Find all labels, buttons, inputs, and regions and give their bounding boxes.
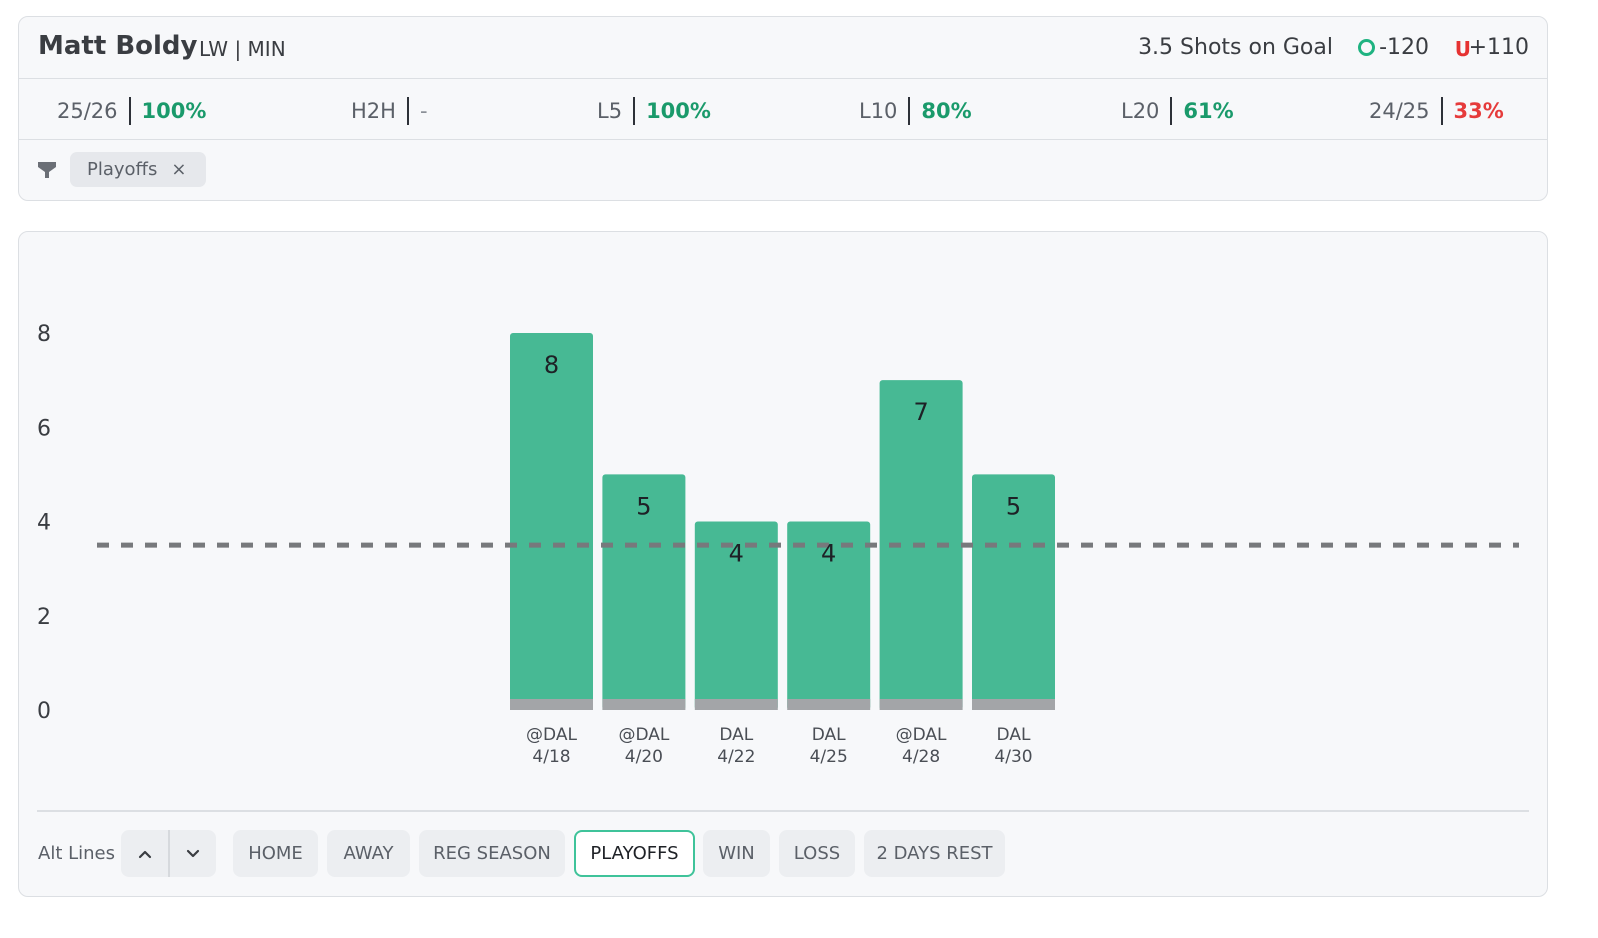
stat-label: H2H (351, 99, 396, 123)
filter-win-button[interactable]: WIN (703, 830, 770, 877)
alt-line-down-button[interactable] (169, 830, 216, 877)
y-tick-label: 8 (37, 322, 51, 347)
under-odds[interactable]: +110 (1468, 35, 1529, 60)
funnel-icon[interactable] (38, 161, 56, 179)
stat-l20[interactable]: L20 61% (1121, 97, 1234, 125)
filter-away-button[interactable]: AWAY (327, 830, 410, 877)
prop-header: Matt Boldy LW | MIN 3.5 Shots on Goal -1… (19, 17, 1547, 79)
x-tick-date: 4/22 (717, 747, 755, 767)
x-tick-opponent: @DAL (618, 725, 669, 745)
filter-home-button[interactable]: HOME (233, 830, 318, 877)
bar-base (879, 699, 963, 710)
bar-value-label: 5 (1006, 492, 1021, 520)
filter-2-days-rest-button[interactable]: 2 DAYS REST (864, 830, 1005, 877)
stat-value: 100% (646, 99, 711, 123)
bar (972, 474, 1055, 710)
stat-value: 33% (1453, 99, 1504, 123)
alt-lines-stepper (121, 830, 216, 877)
x-tick-date: 4/28 (902, 747, 940, 767)
alt-line-up-button[interactable] (121, 830, 168, 877)
prop-market: 3.5 Shots on Goal (1138, 35, 1333, 60)
x-tick-opponent: DAL (812, 725, 846, 745)
x-tick-date: 4/25 (810, 747, 848, 767)
stat-label: L20 (1121, 99, 1160, 123)
filter-reg-season-button[interactable]: REG SEASON (419, 830, 565, 877)
filter-chip-playoffs[interactable]: Playoffs × (70, 152, 206, 187)
filter-playoffs-button[interactable]: PLAYOFFS (574, 830, 695, 877)
bar-value-label: 4 (729, 540, 744, 568)
stat-season[interactable]: 25/26 100% (57, 97, 206, 125)
close-icon[interactable]: × (171, 159, 187, 180)
stat-label: L5 (597, 99, 623, 123)
player-name[interactable]: Matt Boldy (38, 31, 198, 61)
stat-l10[interactable]: L10 80% (859, 97, 972, 125)
bar-base (510, 699, 593, 710)
stat-label: L10 (859, 99, 898, 123)
stat-divider (908, 97, 911, 125)
bar-value-label: 7 (913, 398, 928, 426)
bar-value-label: 8 (544, 351, 559, 379)
x-tick-date: 4/20 (625, 747, 663, 767)
bar-base (972, 699, 1055, 710)
y-tick-label: 6 (37, 416, 51, 441)
bar-base (602, 699, 686, 710)
shots-bar-chart: 024688@DAL4/185@DAL4/204DAL4/224DAL4/257… (37, 322, 1519, 767)
stat-value: - (419, 99, 428, 123)
stat-divider (406, 97, 409, 125)
filter-loss-button[interactable]: LOSS (779, 830, 855, 877)
stat-l5[interactable]: L5 100% (597, 97, 711, 125)
y-tick-label: 2 (37, 605, 51, 630)
x-tick-date: 4/30 (994, 747, 1032, 767)
bar (787, 521, 871, 710)
stat-divider (1440, 97, 1443, 125)
y-tick-label: 0 (37, 699, 51, 724)
bar-base (694, 699, 778, 710)
stat-divider (633, 97, 636, 125)
bar-value-label: 5 (636, 492, 651, 520)
x-tick-opponent: DAL (997, 725, 1031, 745)
player-position-team: LW | MIN (199, 37, 286, 61)
filter-chip-label: Playoffs (87, 159, 158, 180)
stat-value: 61% (1183, 99, 1234, 123)
stepper-divider (168, 830, 170, 877)
prop-summary-card: Matt Boldy LW | MIN 3.5 Shots on Goal -1… (18, 16, 1548, 201)
over-icon (1358, 39, 1375, 56)
hit-rate-stats: 25/26 100% H2H - L5 100% L10 80% L20 61%… (19, 79, 1547, 140)
over-odds[interactable]: -120 (1379, 35, 1429, 60)
alt-lines-label: Alt Lines (38, 843, 115, 864)
y-tick-label: 4 (37, 511, 51, 536)
stat-divider (128, 97, 131, 125)
stat-value: 100% (141, 99, 207, 123)
chevron-up-icon (138, 850, 151, 858)
bar-base (787, 699, 871, 710)
stat-label: 25/26 (57, 99, 118, 123)
bar-value-label: 4 (821, 540, 836, 568)
bar (510, 333, 593, 710)
game-log-chart-card: 0 2 4 6 8 8 @DAL 4/18 5 @DAL 4/20 4 DAL 4/22 4 DAL 4/25 7… (18, 231, 1548, 897)
bar (602, 474, 686, 710)
stat-h2h[interactable]: H2H - (351, 97, 428, 125)
stat-last-season[interactable]: 24/25 33% (1369, 97, 1504, 125)
under-icon: U (1454, 37, 1471, 61)
x-tick-opponent: @DAL (896, 725, 947, 745)
stat-divider (1170, 97, 1173, 125)
chevron-down-icon (186, 849, 199, 857)
chart-divider (37, 810, 1529, 812)
x-tick-date: 4/18 (532, 747, 570, 767)
stat-value: 80% (921, 99, 972, 123)
x-tick-opponent: @DAL (526, 725, 577, 745)
stat-label: 24/25 (1369, 99, 1430, 123)
x-tick-opponent: DAL (719, 725, 753, 745)
bar (694, 521, 778, 710)
